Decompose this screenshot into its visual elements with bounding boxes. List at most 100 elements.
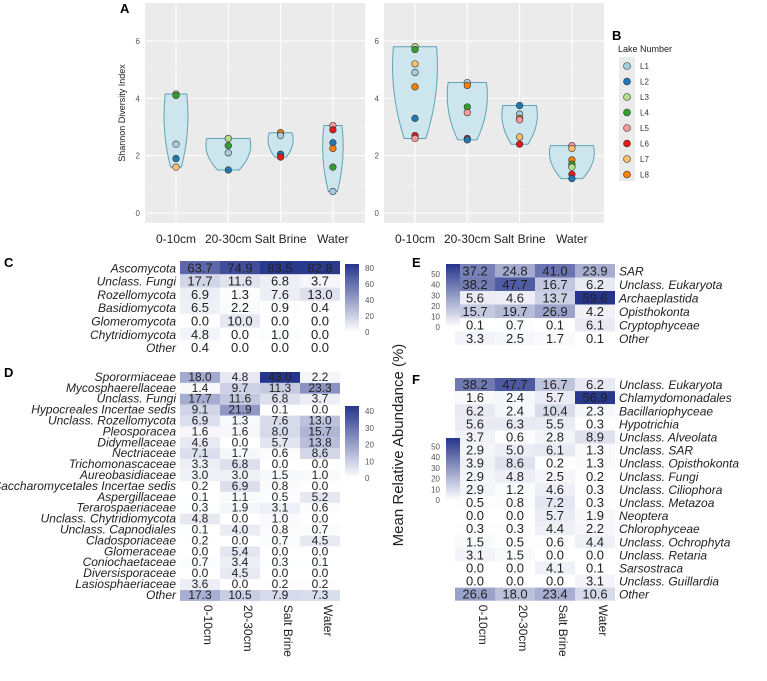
heatmap-cell [260, 372, 300, 383]
legend-swatch-l4 [623, 108, 631, 117]
cell-value: 4.5 [312, 533, 329, 547]
cell-value: 1.0 [271, 327, 289, 342]
row-label: Unclass. Guillardia [619, 575, 719, 589]
legend-swatch-l3 [623, 93, 631, 101]
row-label: Chytridiomycota [90, 328, 176, 342]
data-point-l4 [329, 163, 337, 171]
row-label: Other [619, 588, 650, 602]
violin-0 [392, 46, 438, 139]
row-label: Coniochaetaceae [83, 555, 177, 569]
cell-value: 47.7 [502, 377, 527, 392]
panel-label-d: D [4, 365, 13, 380]
y-tick-label: 0 [136, 209, 141, 218]
cell-value: 0.5 [466, 495, 484, 510]
panel-label-a: A [120, 1, 130, 16]
cell-value: 63.7 [187, 260, 212, 275]
cell-value: 6.1 [586, 318, 604, 333]
cell-value: 0.0 [272, 544, 289, 558]
cell-value: 10.6 [582, 587, 607, 602]
heatmap-cell [180, 314, 220, 328]
heatmap-cell [260, 382, 300, 394]
data-point-l4 [224, 142, 232, 150]
heatmap-cell [180, 557, 220, 569]
colorbar-tick-label: 40 [431, 453, 440, 462]
cell-value: 0.0 [192, 544, 209, 558]
heatmap-cell [300, 513, 340, 525]
data-point-l7 [515, 133, 524, 141]
cell-value: 3.9 [466, 456, 484, 471]
heatmap-cell [260, 415, 300, 427]
heatmap-cell [575, 456, 615, 470]
row-label: Other [146, 588, 177, 602]
heatmap-cell [260, 340, 300, 355]
cell-value: 0.7 [506, 318, 524, 333]
heatmap-cell [300, 393, 340, 405]
cell-value: 6.2 [586, 377, 604, 392]
cell-value: 5.6 [466, 416, 484, 431]
cell-value: 41.0 [542, 264, 567, 279]
row-label: Cryptophyceae [619, 319, 700, 333]
heatmap-cell [575, 391, 615, 405]
colorbar-tick-label: 40 [431, 281, 440, 290]
cell-value: 0.2 [586, 469, 604, 484]
cell-value: 37.2 [462, 264, 487, 279]
cell-value: 1.1 [232, 490, 249, 504]
heatmap-cell [495, 277, 535, 291]
heatmap-cell [180, 568, 220, 580]
legend-label-l3: L3 [640, 93, 649, 102]
cell-value: 0.3 [192, 501, 209, 515]
cell-value: 0.0 [466, 574, 484, 589]
cell-value: 1.6 [192, 424, 209, 438]
cell-value: 6.2 [466, 403, 484, 418]
heatmap-cell [260, 448, 300, 460]
cell-value: 1.5 [466, 534, 484, 549]
cell-value: 11.6 [228, 274, 252, 289]
heatmap-cell [220, 261, 260, 275]
legend-title: Lake Number [618, 44, 672, 54]
heatmap-cell [455, 404, 495, 418]
cell-value: 4.5 [232, 566, 249, 580]
cell-value: 1.3 [231, 287, 249, 302]
cell-value: 0.0 [506, 561, 524, 576]
row-label: Unclass. Ciliophora [619, 483, 723, 497]
heatmap-cell [495, 495, 535, 509]
heatmap-cell [180, 481, 220, 492]
cell-value: 0.0 [312, 566, 329, 580]
cell-value: 4.6 [192, 435, 209, 449]
violin-2 [501, 104, 538, 145]
cell-value: 13.8 [308, 435, 332, 449]
heatmap-cell [220, 426, 260, 438]
heatmap-cell [180, 340, 220, 355]
heatmap-cell [575, 482, 615, 496]
heatmap-cell [300, 448, 340, 460]
cell-value: 1.7 [546, 331, 564, 346]
cell-value: 0.6 [312, 501, 329, 515]
row-label: SAR [619, 265, 644, 279]
colorbar-tick-label: 0 [436, 496, 441, 505]
row-label: Ascomycota [110, 261, 177, 275]
cell-value: 59.6 [582, 291, 607, 306]
legend-label-l5: L5 [640, 124, 649, 133]
cell-value: 1.5 [506, 547, 524, 562]
heatmap-cell [180, 491, 220, 503]
heatmap-cell [575, 535, 615, 549]
colorbar [446, 438, 460, 500]
heatmap-cell [495, 291, 535, 305]
heatmap-cell [535, 264, 575, 278]
row-label: Other [146, 341, 177, 355]
cell-value: 0.2 [546, 456, 564, 471]
x-tick-label: Salt Brine [255, 232, 307, 246]
cell-value: 7.3 [312, 588, 329, 602]
heatmap-cell [495, 522, 535, 536]
cell-value: 3.1 [272, 501, 289, 515]
data-point-l6 [277, 153, 285, 161]
colorbar-tick-label: 50 [431, 443, 440, 452]
data-point-l6 [515, 140, 524, 148]
cell-value: 1.3 [232, 414, 249, 428]
cell-value: 0.4 [311, 300, 329, 315]
cell-value: 0.0 [506, 574, 524, 589]
heatmap-cell [180, 535, 220, 547]
cell-value: 6.3 [506, 416, 524, 431]
cell-value: 0.0 [311, 314, 329, 329]
heatmap-cell [260, 459, 300, 471]
